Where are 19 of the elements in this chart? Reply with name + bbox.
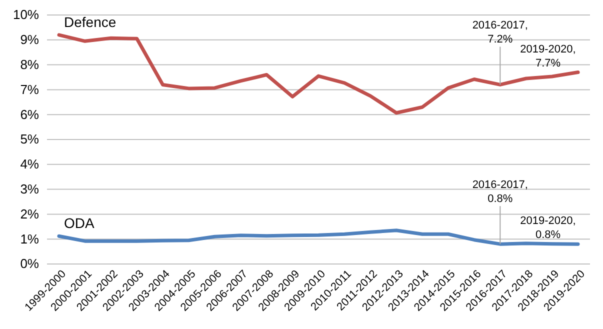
y-tick-label: 1% bbox=[20, 231, 40, 246]
y-tick-label: 3% bbox=[20, 181, 40, 196]
y-tick-label: 6% bbox=[20, 106, 40, 122]
y-tick-label: 10% bbox=[12, 7, 40, 22]
y-tick-label: 5% bbox=[20, 132, 40, 147]
annotation: 2016-2017, 7.2% bbox=[472, 20, 528, 46]
y-tick-label: 2% bbox=[20, 206, 40, 222]
y-tick-label: 7% bbox=[20, 82, 40, 97]
line-series bbox=[57, 228, 580, 246]
annotation: 2019-2020, 0.8% bbox=[520, 215, 576, 242]
y-tick-label: 9% bbox=[20, 32, 40, 48]
y-tick-label: 8% bbox=[20, 56, 40, 72]
annotation: 2016-2017, 0.8% bbox=[472, 179, 528, 206]
annotation: 2019-2020, 7.7% bbox=[520, 43, 576, 70]
line-series bbox=[57, 33, 580, 115]
y-tick-label: 4% bbox=[20, 156, 40, 172]
series-label: ODA bbox=[64, 215, 95, 232]
series-label: Defence bbox=[64, 14, 116, 30]
y-tick-label: 0% bbox=[20, 256, 40, 272]
